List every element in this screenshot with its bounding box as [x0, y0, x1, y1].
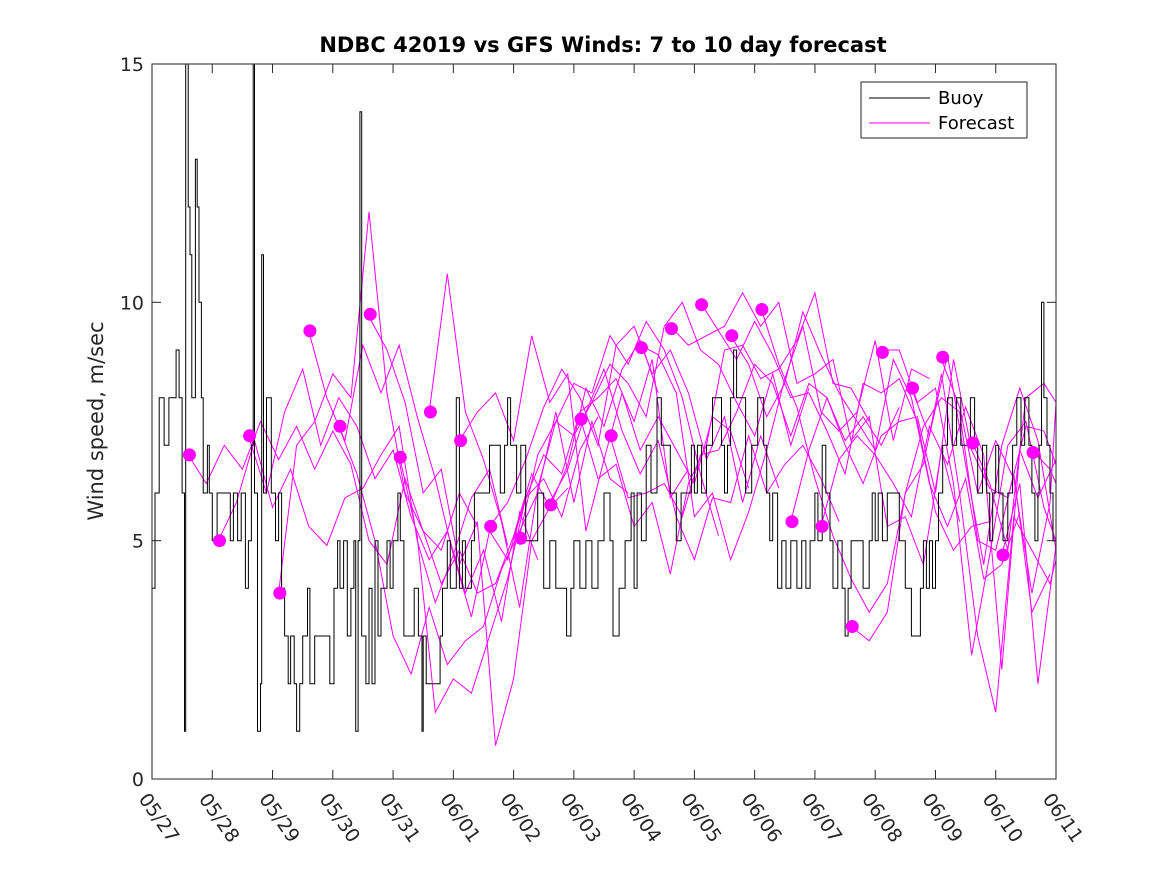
forecast-marker — [996, 548, 1010, 562]
chart-title: NDBC 42019 vs GFS Winds: 7 to 10 day for… — [319, 33, 886, 57]
forecast-run-line — [428, 273, 719, 608]
forecast-run-line — [368, 316, 659, 746]
y-axis: 0 5 10 15 — [120, 54, 1056, 791]
forecast-marker — [936, 350, 950, 364]
forecast-marker — [363, 307, 377, 321]
forecast-marker — [243, 429, 257, 443]
forecast-run-line — [609, 363, 900, 519]
forecast-marker — [333, 419, 347, 433]
legend-buoy-label: Buoy — [938, 88, 984, 109]
forecast-run-line — [1001, 483, 1057, 684]
forecast-marker — [875, 345, 889, 359]
forecast-marker — [423, 405, 437, 419]
forecast-marker — [213, 534, 226, 548]
forecast-marker — [634, 341, 648, 355]
forecast-run-line — [730, 310, 1021, 580]
legend-box — [860, 81, 1028, 139]
forecast-run-line — [790, 359, 1057, 522]
y-tick-label: 0 — [132, 769, 144, 791]
y-axis-label: Wind speed, m/sec — [84, 321, 108, 520]
plot-frame — [151, 63, 1057, 780]
forecast-marker — [785, 515, 799, 529]
buoy-series — [152, 63, 1056, 732]
forecast-marker — [182, 448, 196, 462]
forecast-run-line — [278, 211, 569, 594]
y-tick-label: 10 — [120, 292, 144, 314]
forecast-marker — [544, 498, 558, 512]
forecast-marker — [665, 322, 678, 336]
forecast-run-line — [549, 367, 840, 562]
forecast-run-line — [941, 359, 1057, 594]
plot-area — [151, 63, 1057, 780]
forecast-run-line — [519, 301, 810, 537]
y-tick-label: 5 — [132, 531, 144, 553]
forecast-marker — [906, 381, 920, 395]
forecast-run-line — [850, 373, 1057, 713]
forecast-marker — [303, 324, 317, 338]
forecast-run-line — [308, 330, 599, 618]
forecast-marker — [484, 519, 498, 533]
forecast-run-line — [579, 290, 870, 575]
forecast-run-line — [187, 420, 478, 566]
forecast-marker — [454, 434, 468, 448]
forecast-marker — [604, 429, 618, 443]
y-tick-label: 15 — [120, 54, 144, 76]
forecast-marker — [574, 412, 588, 426]
forecast-markers — [182, 298, 1040, 633]
forecast-marker — [514, 531, 528, 545]
forecast-marker — [695, 298, 709, 312]
plot-background — [152, 64, 1056, 779]
forecast-run-line — [247, 367, 539, 622]
forecast-marker — [845, 620, 859, 633]
forecast-marker — [815, 519, 829, 533]
forecast-marker — [755, 303, 769, 316]
forecast-run-line — [669, 291, 961, 567]
forecast-run-line — [820, 405, 1057, 670]
forecast-run-line — [699, 302, 990, 552]
forecast-marker — [273, 586, 287, 600]
forecast-marker — [1026, 446, 1040, 459]
forecast-run-line — [398, 359, 689, 714]
legend: Buoy Forecast — [860, 81, 1028, 139]
buoy-line — [152, 63, 1056, 732]
forecast-marker — [725, 329, 739, 343]
forecast-marker — [393, 450, 407, 464]
legend-forecast-label: Forecast — [938, 113, 1014, 134]
forecast-run-line — [910, 354, 1057, 565]
forecast-marker — [966, 436, 980, 450]
